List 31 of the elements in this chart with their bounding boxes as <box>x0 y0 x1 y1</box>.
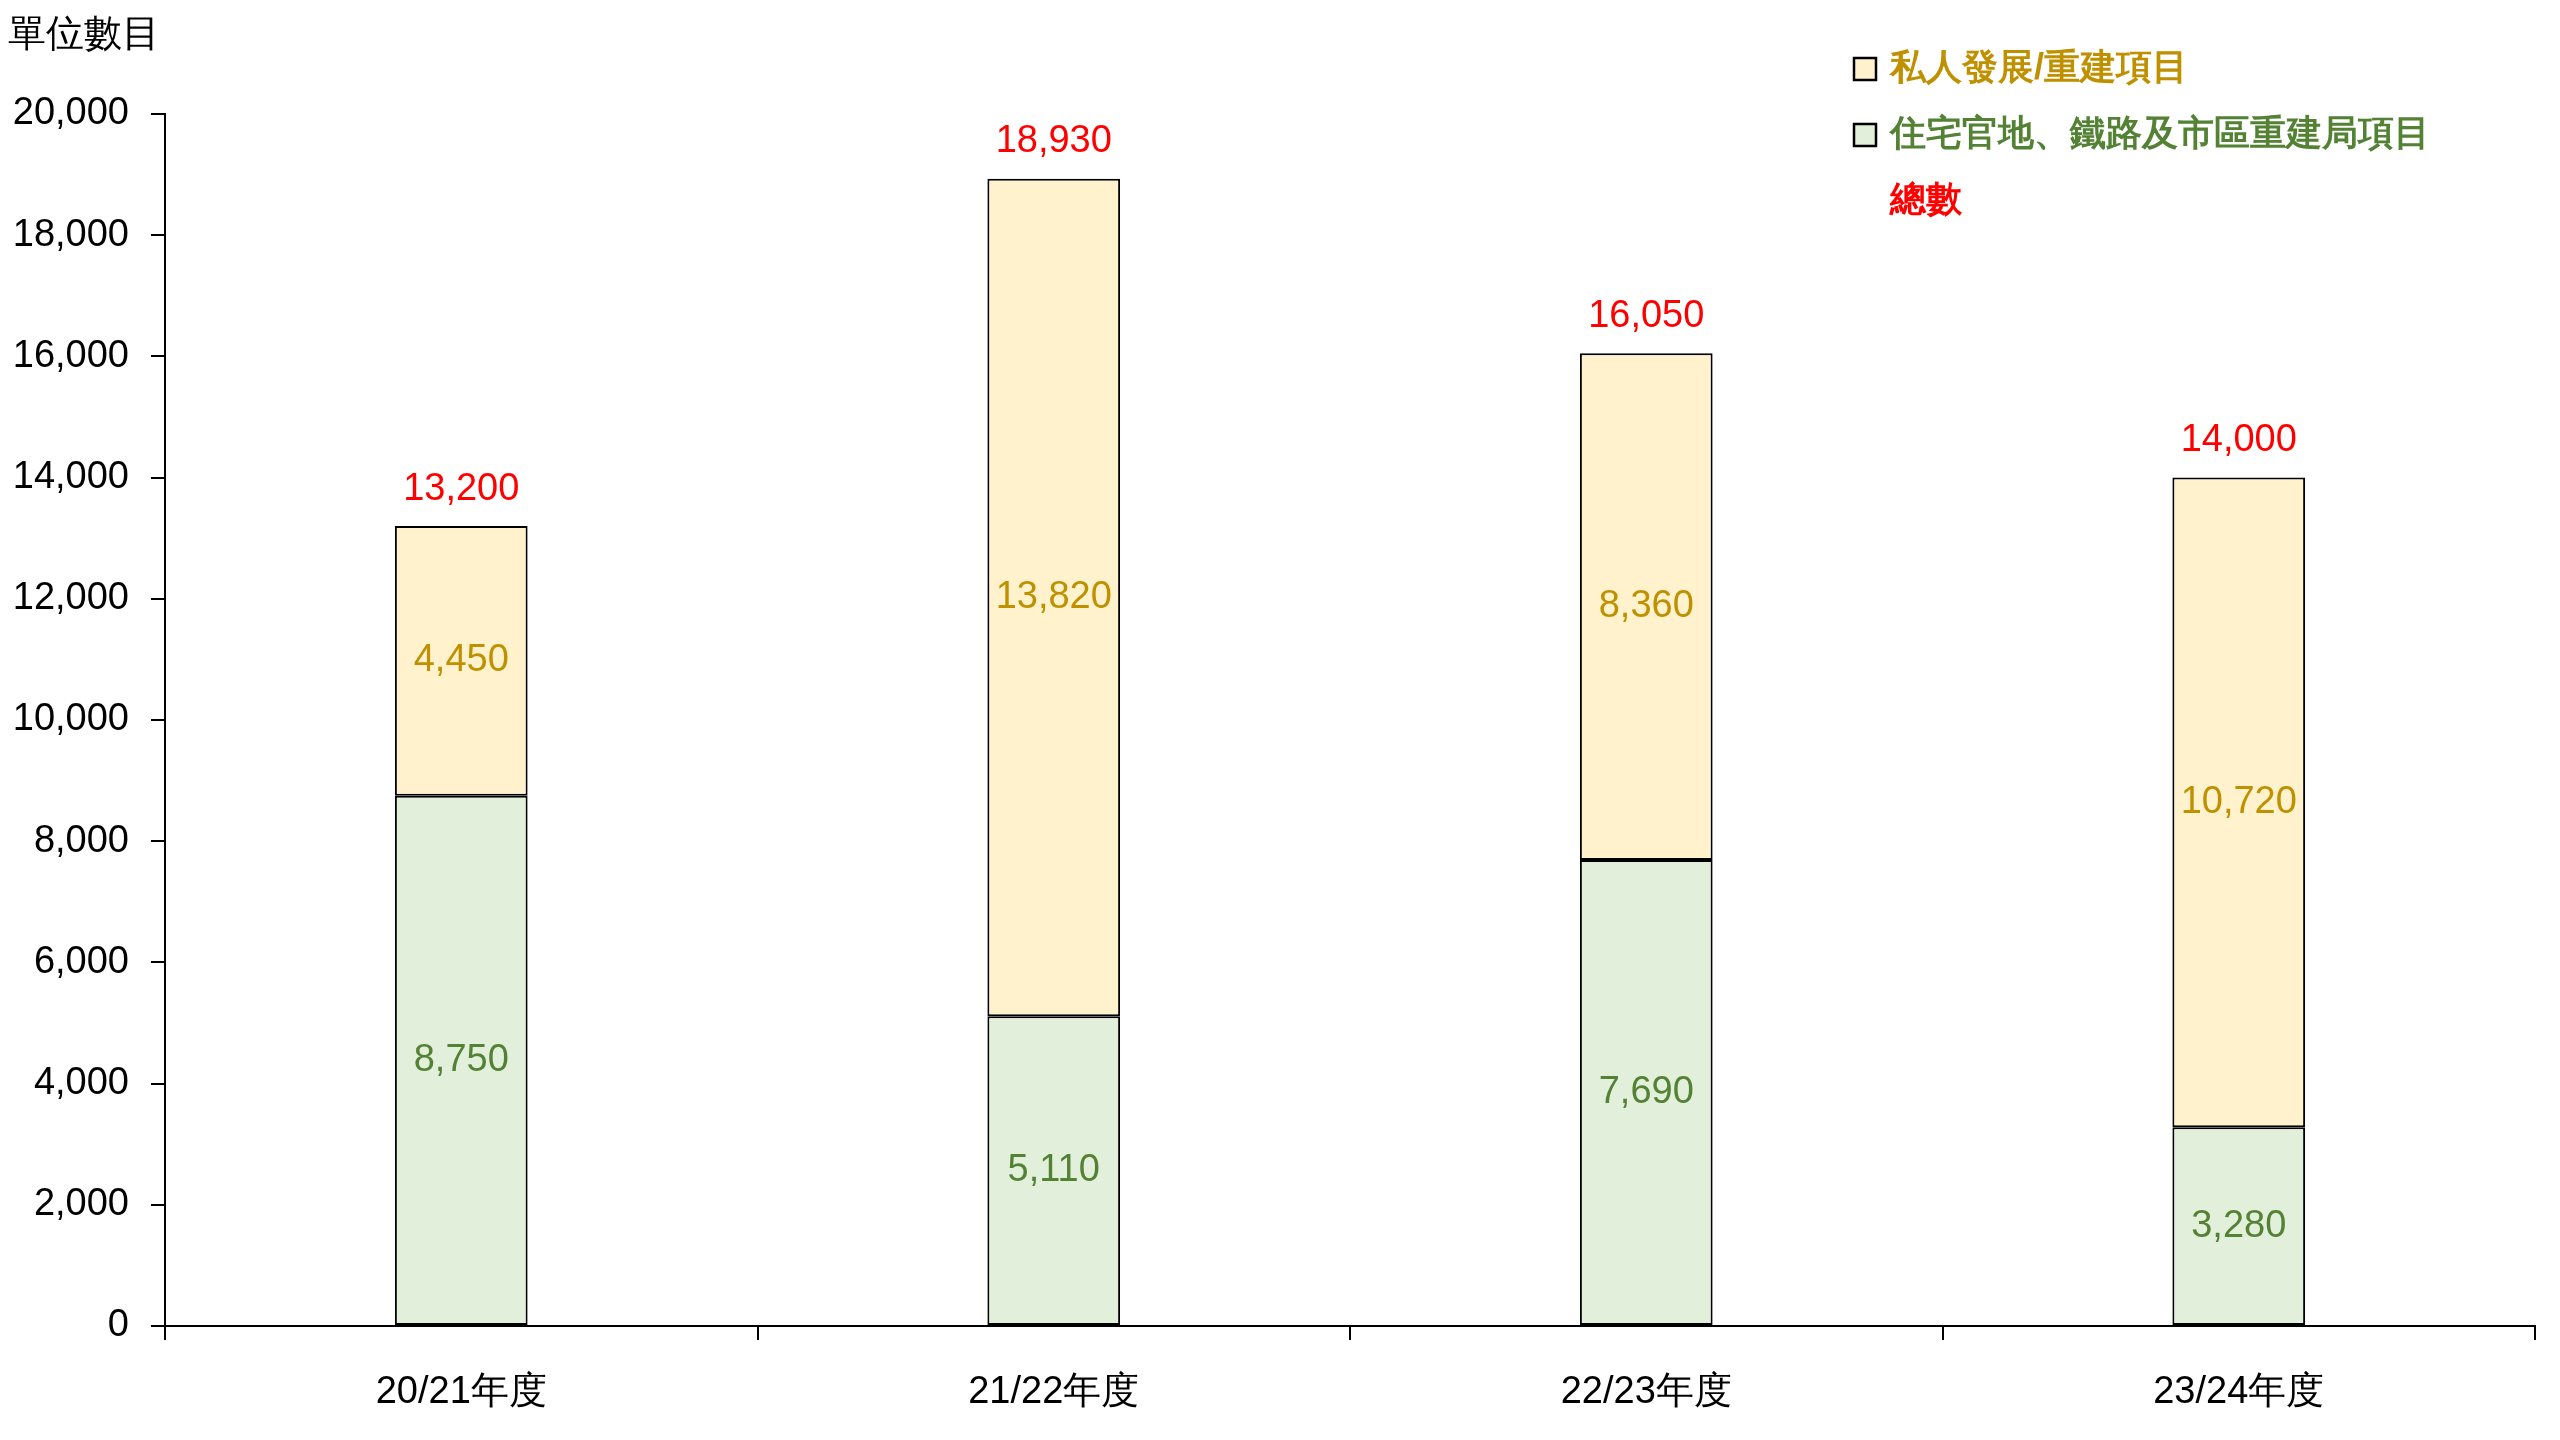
y-tick-label: 6,000 <box>33 938 129 981</box>
data-label: 13,820 <box>995 574 1112 617</box>
x-tick-label: 23/24年度 <box>2153 1369 2325 1412</box>
y-tick-label: 10,000 <box>12 696 129 739</box>
y-tick-label: 8,000 <box>33 817 129 860</box>
y-axis-title: 單位數目 <box>8 12 160 55</box>
x-tick-label: 20/21年度 <box>375 1369 547 1412</box>
total-label: 18,930 <box>995 118 1112 161</box>
data-label: 5,110 <box>1007 1147 1100 1190</box>
total-label: 16,050 <box>1588 292 1705 335</box>
legend-label: 住宅官地、鐵路及市區重建局項目 <box>1888 111 2430 153</box>
total-label: 14,000 <box>2180 417 2297 460</box>
x-tick-label: 21/22年度 <box>968 1369 1140 1412</box>
y-tick-label: 12,000 <box>12 575 129 618</box>
y-tick-label: 0 <box>107 1302 129 1345</box>
data-label: 7,690 <box>1598 1068 1694 1111</box>
annotation: 總數 <box>1889 177 1963 219</box>
data-label: 8,360 <box>1598 583 1694 626</box>
data-label: 8,750 <box>413 1036 509 1079</box>
y-tick-label: 2,000 <box>33 1181 129 1224</box>
data-label: 4,450 <box>413 637 509 680</box>
data-label: 3,280 <box>2191 1202 2287 1245</box>
data-label: 10,720 <box>2180 778 2297 821</box>
y-tick-label: 14,000 <box>12 454 129 497</box>
y-tick-label: 20,000 <box>12 90 129 133</box>
total-label: 13,200 <box>403 465 520 508</box>
y-tick-label: 16,000 <box>12 332 129 375</box>
y-tick-label: 4,000 <box>33 1060 129 1103</box>
x-tick-label: 22/23年度 <box>1560 1369 1732 1412</box>
y-tick-label: 18,000 <box>12 211 129 254</box>
legend-label: 私人發展/重建項目 <box>1889 45 2189 87</box>
